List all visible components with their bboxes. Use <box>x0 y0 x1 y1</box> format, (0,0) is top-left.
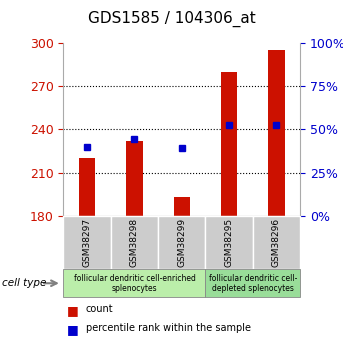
Bar <box>79 158 95 216</box>
Text: GDS1585 / 104306_at: GDS1585 / 104306_at <box>87 11 256 27</box>
Bar <box>174 197 190 216</box>
Text: follicular dendritic cell-
depleted splenocytes: follicular dendritic cell- depleted sple… <box>209 274 297 293</box>
Text: GSM38296: GSM38296 <box>272 218 281 267</box>
Text: ■: ■ <box>67 323 79 336</box>
Text: cell type: cell type <box>2 278 46 288</box>
Bar <box>221 72 237 216</box>
Text: follicular dendritic cell-enriched
splenocytes: follicular dendritic cell-enriched splen… <box>73 274 196 293</box>
Text: GSM38297: GSM38297 <box>83 218 92 267</box>
Text: GSM38298: GSM38298 <box>130 218 139 267</box>
Text: ■: ■ <box>67 304 79 317</box>
Text: count: count <box>86 304 114 314</box>
Text: GSM38299: GSM38299 <box>177 218 186 267</box>
Text: percentile rank within the sample: percentile rank within the sample <box>86 323 251 333</box>
Text: GSM38295: GSM38295 <box>225 218 234 267</box>
Bar <box>126 141 143 216</box>
Bar <box>268 50 285 216</box>
